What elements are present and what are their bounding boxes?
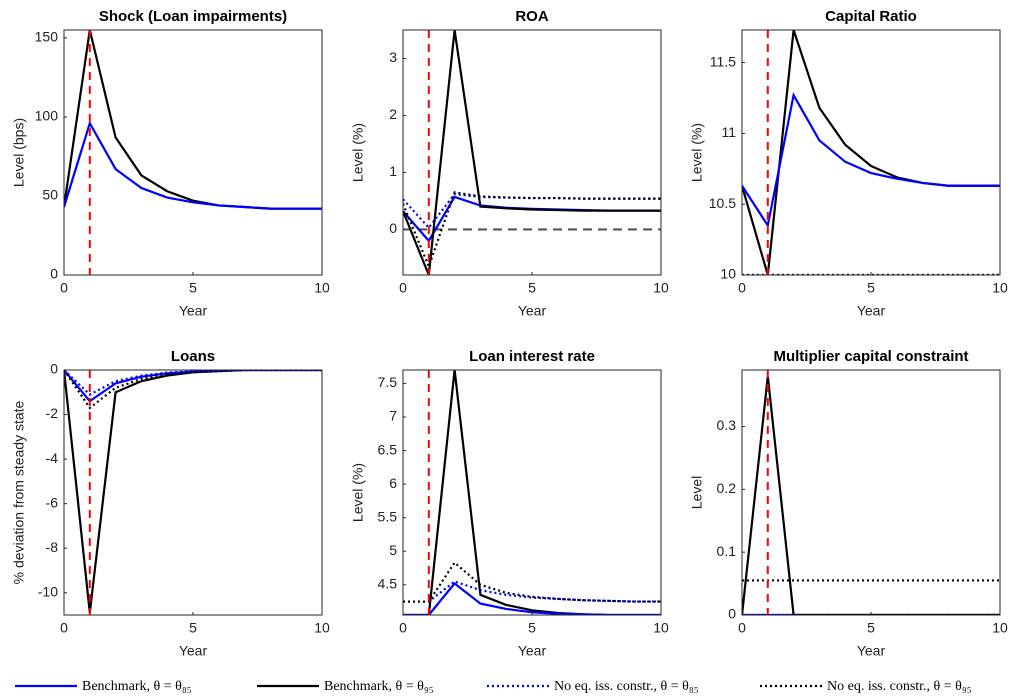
series-line xyxy=(403,581,661,615)
x-tick-label: 0 xyxy=(60,620,68,636)
chart-title: Multiplier capital constraint xyxy=(773,348,968,365)
chart-title: Loans xyxy=(171,348,215,365)
axes-box xyxy=(741,369,1001,616)
y-tick-label: 11 xyxy=(721,124,736,140)
y-tick-label: 0.3 xyxy=(717,417,737,433)
y-tick-label: -4 xyxy=(46,450,59,466)
chart-title: Capital Ratio xyxy=(825,8,917,25)
y-tick-label: 6.5 xyxy=(378,441,398,457)
x-tick-label: 0 xyxy=(399,280,407,296)
axes-bg xyxy=(403,30,661,275)
y-tick-label: -2 xyxy=(46,405,59,421)
y-axis-label: Level (%) xyxy=(350,123,366,182)
y-axis-label: Level (%) xyxy=(689,123,705,182)
x-axis-label: Year xyxy=(518,643,547,659)
axes-box xyxy=(402,369,662,616)
x-axis-label: Year xyxy=(179,303,208,319)
x-tick-label: 10 xyxy=(653,280,669,296)
x-tick-label: 10 xyxy=(992,280,1008,296)
y-tick-label: 10.5 xyxy=(709,195,736,211)
x-tick-label: 5 xyxy=(867,620,875,636)
y-tick-label: 0 xyxy=(728,606,736,622)
x-axis-label: Year xyxy=(857,303,886,319)
y-tick-label: 0.1 xyxy=(717,543,737,559)
x-tick-label: 0 xyxy=(60,280,68,296)
y-tick-label: 5.5 xyxy=(378,508,398,524)
series-line xyxy=(403,370,661,615)
chart-title: Loan interest rate xyxy=(469,348,595,365)
y-tick-label: 3 xyxy=(389,49,397,65)
x-axis-label: Year xyxy=(179,643,208,659)
y-tick-label: 1 xyxy=(389,163,397,179)
series-line xyxy=(742,92,1000,229)
plot-area xyxy=(64,30,322,275)
series-line xyxy=(403,191,661,270)
series-line xyxy=(64,120,322,210)
y-axis-label: Level xyxy=(689,476,705,509)
axes-bg xyxy=(742,370,1000,615)
y-tick-label: 150 xyxy=(35,29,59,45)
y-tick-label: 100 xyxy=(35,108,59,124)
axes-box xyxy=(63,369,323,616)
axes-bg xyxy=(64,370,322,615)
y-tick-label: 11.5 xyxy=(710,53,736,69)
x-tick-label: 5 xyxy=(189,280,197,296)
x-tick-label: 5 xyxy=(189,620,197,636)
y-tick-label: 2 xyxy=(389,106,397,122)
plot-area xyxy=(403,30,661,275)
x-axis-label: Year xyxy=(518,303,547,319)
y-tick-label: -10 xyxy=(38,583,58,599)
y-tick-label: 4.5 xyxy=(378,575,398,591)
x-tick-label: 10 xyxy=(314,280,330,296)
axes-box xyxy=(402,29,662,276)
x-tick-label: 5 xyxy=(528,280,536,296)
x-tick-label: 0 xyxy=(738,280,746,296)
y-tick-label: -6 xyxy=(46,494,59,510)
chart-title: Shock (Loan impairments) xyxy=(99,8,287,25)
x-tick-label: 10 xyxy=(992,620,1008,636)
y-tick-label: 0.2 xyxy=(717,480,737,496)
series-line xyxy=(64,370,322,403)
x-tick-label: 10 xyxy=(653,620,669,636)
axes-bg xyxy=(742,30,1000,275)
y-tick-label: 50 xyxy=(42,187,58,203)
axes-box xyxy=(63,29,323,276)
chart-title: ROA xyxy=(515,8,549,25)
legend-label: No eq. iss. constr., θ = θ₈₅ xyxy=(554,679,699,694)
x-axis-label: Year xyxy=(857,643,886,659)
y-tick-label: 7 xyxy=(389,408,397,424)
series-line xyxy=(742,376,1000,615)
axes-bg xyxy=(403,370,661,615)
legend-label: Benchmark, θ = θ₉₅ xyxy=(324,679,434,694)
plot-area xyxy=(403,370,661,615)
y-axis-label: Level (bps) xyxy=(11,118,27,187)
x-tick-label: 5 xyxy=(867,280,875,296)
y-tick-label: 5 xyxy=(389,542,397,558)
series-line xyxy=(403,30,661,275)
plot-area xyxy=(742,370,1000,615)
x-tick-label: 10 xyxy=(314,620,330,636)
series-line xyxy=(403,560,661,603)
x-tick-label: 5 xyxy=(528,620,536,636)
y-tick-label: 0 xyxy=(50,266,58,282)
y-tick-label: 0 xyxy=(50,361,58,377)
y-tick-label: 0 xyxy=(389,220,397,236)
y-tick-label: -8 xyxy=(46,539,59,555)
x-tick-label: 0 xyxy=(399,620,407,636)
axes-bg xyxy=(64,30,322,275)
y-tick-label: 10 xyxy=(720,266,736,282)
y-tick-label: 6 xyxy=(389,475,397,491)
x-tick-label: 0 xyxy=(738,620,746,636)
plot-area xyxy=(64,370,322,615)
y-axis-label: Level (%) xyxy=(350,463,366,522)
legend-label: No eq. iss. constr., θ = θ₉₅ xyxy=(827,679,972,694)
axes-box xyxy=(741,29,1001,276)
series-line xyxy=(403,192,661,230)
y-tick-label: 7.5 xyxy=(378,374,398,390)
plot-area xyxy=(742,30,1000,275)
y-axis-label: % deviation from steady state xyxy=(11,400,27,584)
legend-label: Benchmark, θ = θ₈₅ xyxy=(82,679,192,694)
